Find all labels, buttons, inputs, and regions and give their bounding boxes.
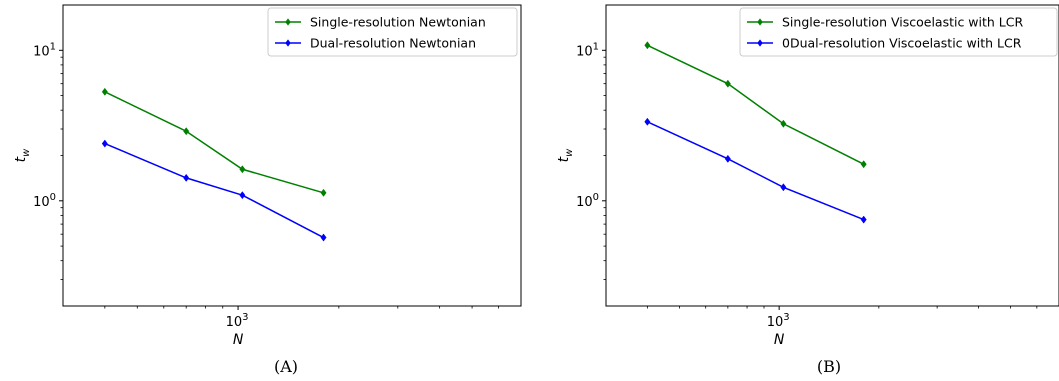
- series-line-1: [647, 44, 865, 165]
- legend-label: Single-resolution Viscoelastic with LCR: [782, 15, 1023, 30]
- data-point: [320, 233, 327, 242]
- y-axis-label: tw: [13, 148, 32, 163]
- data-point: [780, 119, 787, 128]
- panel-b: 103 100 101 Ntw Single-resolution Viscoelast…: [556, 4, 1059, 348]
- data-point: [644, 41, 651, 50]
- data-point: [183, 173, 190, 182]
- panel-a: 103 100 101 Ntw Single-resolution Newtonian D…: [13, 4, 522, 348]
- data-point: [724, 79, 731, 88]
- data-point: [780, 183, 787, 192]
- series-line-1: [104, 91, 324, 194]
- data-point: [183, 127, 190, 136]
- data-point: [860, 160, 867, 169]
- y-axis-label: tw: [556, 148, 575, 163]
- legend-marker: [285, 18, 291, 26]
- series-line-2: [104, 142, 324, 239]
- x-tick-label: 103: [226, 312, 249, 330]
- legend-marker: [757, 39, 763, 47]
- y-tick-label: 100: [576, 192, 599, 210]
- data-point: [644, 117, 651, 126]
- x-axis-label: N: [233, 332, 244, 348]
- data-point: [724, 154, 731, 163]
- data-point: [101, 87, 108, 96]
- data-point: [239, 191, 246, 200]
- legend-label: 0Dual-resolution Viscoelastic with LCR: [782, 36, 1022, 51]
- legend-label: Dual-resolution Newtonian: [310, 36, 476, 51]
- x-axis-label: N: [774, 332, 785, 348]
- caption-a: (A): [274, 357, 298, 376]
- data-point: [860, 215, 867, 224]
- data-point: [320, 188, 327, 197]
- x-tick-label: 103: [767, 312, 790, 330]
- series-line-2: [647, 121, 864, 221]
- y-tick-label: 101: [33, 41, 56, 59]
- legend-box: [267, 7, 518, 57]
- data-point: [239, 165, 246, 174]
- legend-label: Single-resolution Newtonian: [310, 15, 486, 30]
- y-tick-label: 101: [576, 41, 599, 59]
- caption-b: (B): [817, 357, 841, 376]
- data-point: [101, 139, 108, 148]
- legend-marker: [285, 39, 291, 47]
- legend-marker: [757, 18, 763, 26]
- legend-box: [739, 7, 1058, 57]
- y-tick-label: 100: [33, 192, 56, 210]
